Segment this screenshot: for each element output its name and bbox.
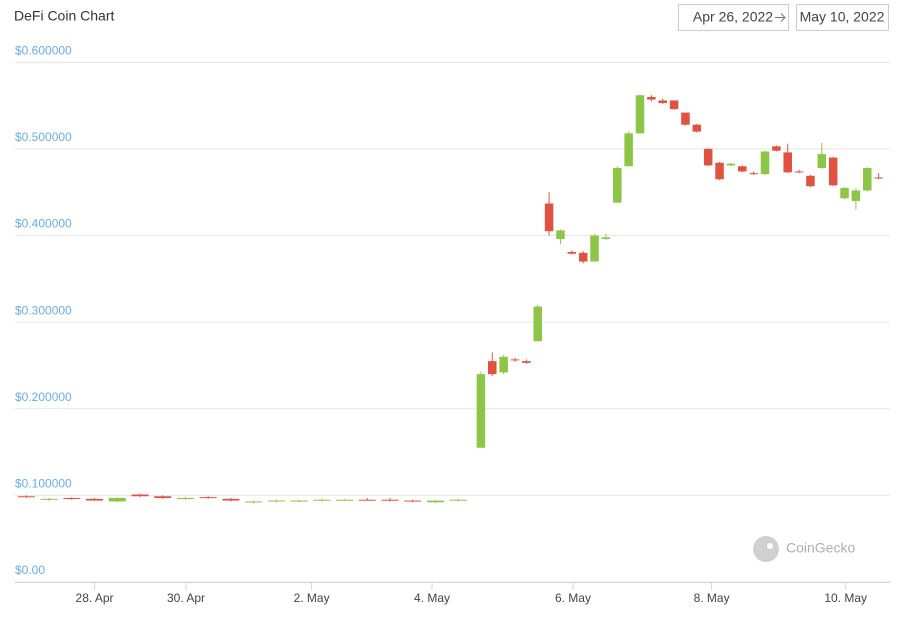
candle-body [681,112,690,125]
candle-body [874,177,883,179]
x-tick-label: 4. May [414,591,450,605]
start-date-input[interactable] [678,4,789,31]
candle-body [63,497,81,499]
x-tick-label: 10. May [824,591,867,605]
chart-title: DeFi Coin Chart [14,8,114,24]
candle-body [658,100,667,104]
candle-body [154,496,172,498]
candle-body [522,361,531,363]
candle-body [476,374,486,448]
x-tick-label: 28. Apr [76,591,114,605]
candle-body [703,148,713,166]
candle-body [86,498,104,501]
candle-body [749,173,758,175]
candle-body [40,498,58,500]
candle-body [336,499,354,501]
y-tick-label: $0.600000 [15,43,72,57]
y-tick-label: $0.400000 [15,217,72,231]
candle-body [358,499,376,501]
x-tick-label: 8. May [694,591,730,605]
candle-body [590,235,599,262]
range-arrow [775,13,786,22]
candle-body [669,100,679,110]
candle-body [772,146,781,151]
candle-body [692,124,702,132]
candle-body [613,167,622,203]
candle-body [806,175,815,187]
candle-body [267,500,285,502]
y-tick-label: $0.100000 [15,477,72,491]
candle-body [863,167,872,191]
end-date: May 10, 2022 [800,9,885,25]
y-tick-label: $0.200000 [15,390,72,404]
candle-body [449,499,467,501]
candle-body [108,497,126,502]
candle-body [131,494,149,497]
candle-body [499,356,508,373]
candle-body [578,252,588,262]
candle-body [245,501,263,503]
candle-body [601,237,611,240]
candle-body [199,497,217,499]
candle-body [567,252,577,254]
candle-body [404,500,422,502]
candle-body [635,95,645,134]
candle-body [783,152,792,173]
end-date-input[interactable] [796,4,889,31]
x-tick-label: 6. May [555,591,591,605]
candle-body [817,154,827,168]
candle-body [222,498,240,501]
candle-body [426,500,444,503]
candle-body [715,162,724,180]
candle-body [533,306,542,342]
candle-body [647,96,656,100]
candle-body [313,499,331,501]
candle-body [738,166,747,172]
x-tick-label: 2. May [294,591,330,605]
candle-body [760,151,770,175]
watermark: CoinGecko [786,540,855,556]
candle-body [851,190,861,201]
candle-body [624,133,633,167]
candle-body [290,500,308,502]
candle-body [828,157,838,186]
candle-body [794,171,804,173]
candle-body [544,203,554,232]
candle-body [726,163,736,166]
y-tick-label: $0.00 [15,563,45,577]
candle-body [381,499,399,501]
y-tick-label: $0.500000 [15,130,72,144]
candle-body [840,187,849,199]
candle-body [488,361,497,375]
candle-body [176,497,194,499]
candle-body [17,496,35,498]
watermark-logo [753,536,779,562]
start-date: Apr 26, 2022 [693,9,773,25]
candle-body [510,359,520,361]
candle-body [556,230,565,240]
x-tick-label: 30. Apr [167,591,205,605]
y-tick-label: $0.300000 [15,303,72,317]
